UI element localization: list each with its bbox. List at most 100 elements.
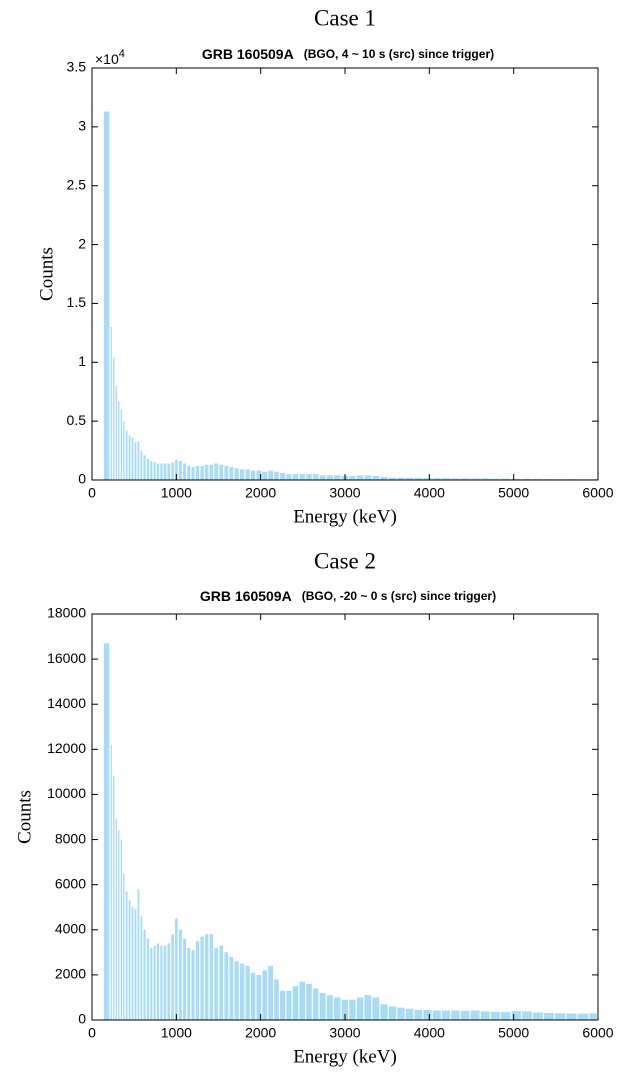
- bar: [306, 983, 312, 1020]
- bar: [103, 111, 110, 480]
- bar: [432, 478, 441, 480]
- bar: [156, 463, 160, 480]
- bar: [195, 465, 200, 480]
- bar: [280, 472, 286, 480]
- bar: [115, 819, 117, 1020]
- bar: [123, 421, 125, 480]
- bar: [140, 916, 143, 1020]
- x-tick-label: 1000: [161, 485, 192, 501]
- x-axis-label: Energy (keV): [293, 506, 397, 527]
- title-main: GRB 160509A: [200, 588, 292, 604]
- bar: [356, 997, 364, 1020]
- x-tick-label: 5000: [498, 1025, 529, 1041]
- y-tick-label: 0.5: [67, 412, 87, 428]
- bar: [292, 986, 299, 1020]
- bar: [219, 945, 224, 1020]
- bar: [153, 945, 156, 1020]
- bar: [160, 463, 163, 480]
- bar: [163, 463, 167, 480]
- x-tick-label: 6000: [582, 1025, 613, 1041]
- bar: [451, 478, 460, 480]
- bar: [219, 464, 224, 480]
- bar: [153, 462, 156, 480]
- bar: [175, 918, 178, 1020]
- y-axis-label: Counts: [36, 247, 57, 301]
- plot-frame: [91, 67, 599, 481]
- bar: [414, 477, 423, 480]
- bar: [380, 1004, 388, 1020]
- bar: [522, 478, 532, 480]
- y-tick-label: 18000: [47, 605, 86, 621]
- bar: [178, 461, 182, 480]
- bar: [205, 934, 209, 1020]
- x-tick-label: 0: [88, 1025, 96, 1041]
- title-main: GRB 160509A: [202, 46, 294, 62]
- bar: [187, 947, 191, 1020]
- bar: [326, 475, 333, 480]
- bar: [113, 357, 115, 480]
- bar: [490, 1011, 500, 1020]
- bar: [470, 478, 480, 480]
- bar: [110, 326, 112, 480]
- bar: [388, 1006, 397, 1020]
- bar: [319, 475, 326, 480]
- bar: [250, 972, 256, 1020]
- y-tick-label: 4000: [55, 920, 86, 936]
- bar: [224, 952, 229, 1020]
- bar: [380, 477, 388, 480]
- bar: [544, 478, 554, 480]
- bar: [451, 1010, 460, 1020]
- y-tick-label: 12000: [47, 740, 86, 756]
- bar: [280, 990, 286, 1020]
- bar: [113, 776, 115, 1020]
- y-tick-label: 14000: [47, 695, 86, 711]
- bar: [234, 961, 239, 1020]
- bar: [397, 1007, 405, 1020]
- y-tick-label: 1: [78, 353, 86, 369]
- bar: [137, 441, 140, 480]
- x-tick-label: 4000: [414, 485, 445, 501]
- bar: [209, 464, 214, 480]
- bar: [268, 470, 273, 480]
- bar: [118, 401, 120, 480]
- bar: [533, 1012, 543, 1020]
- case-heading: Case 2: [314, 548, 376, 573]
- bar: [191, 467, 195, 480]
- bar: [146, 938, 149, 1020]
- x-tick-label: 2000: [245, 485, 276, 501]
- bar: [178, 929, 182, 1020]
- bar: [214, 463, 219, 480]
- bar: [566, 1013, 577, 1020]
- bar: [167, 463, 171, 480]
- bar: [191, 950, 195, 1020]
- bar: [299, 474, 306, 480]
- bar: [146, 458, 149, 480]
- chart-title: GRB 160509A (BGO, -20 ~ 0 s (src) since t…: [200, 588, 496, 604]
- bar: [501, 478, 511, 480]
- bar: [183, 463, 187, 480]
- bar: [589, 1013, 597, 1020]
- bar: [128, 435, 131, 480]
- bar: [554, 1013, 566, 1020]
- y-axis-label: Counts: [14, 790, 35, 844]
- bar: [240, 963, 245, 1020]
- bar: [245, 469, 250, 480]
- y-tick-label: 10000: [47, 785, 86, 801]
- bar: [110, 744, 112, 1020]
- chart-title: GRB 160509A (BGO, 4 ~ 10 s (src) since tr…: [202, 46, 494, 62]
- y-tick-label: 2: [78, 235, 86, 251]
- title-sub: (BGO, -20 ~ 0 s (src) since trigger): [302, 589, 496, 603]
- bar: [274, 979, 279, 1020]
- bar: [187, 465, 191, 480]
- bar: [341, 999, 349, 1020]
- bar: [234, 468, 239, 480]
- bar: [137, 889, 140, 1020]
- y-multiplier: ×104: [95, 48, 125, 67]
- bar: [250, 470, 256, 480]
- y-tick-label: 0: [78, 471, 86, 487]
- bar: [299, 981, 306, 1020]
- bar: [511, 478, 521, 480]
- bar: [397, 477, 405, 480]
- bar: [171, 462, 174, 480]
- bar: [195, 941, 200, 1020]
